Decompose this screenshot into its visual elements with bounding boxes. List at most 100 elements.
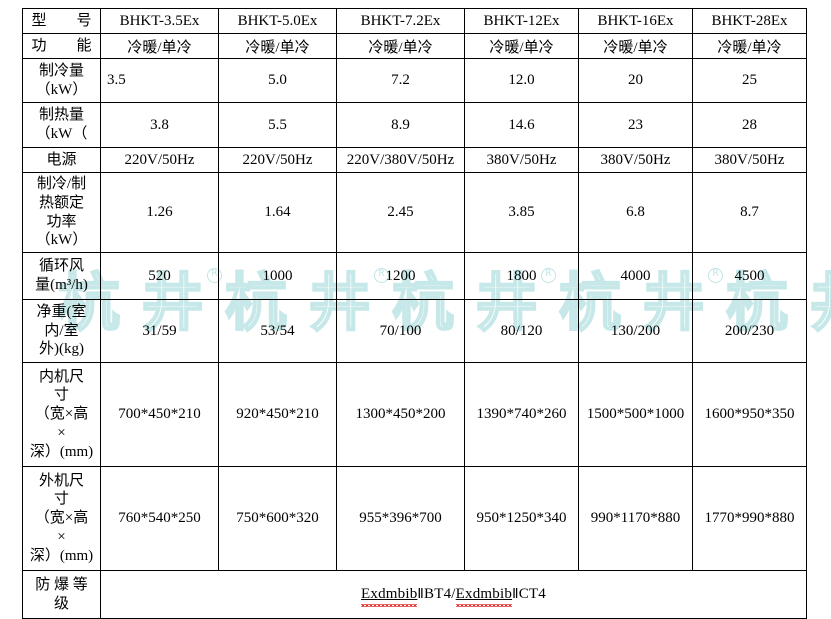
row-label-power-supply: 电源: [22, 147, 101, 173]
cell-function-6: 冷暖/单冷: [692, 33, 807, 59]
row-label-line: 防 爆 等: [35, 576, 88, 593]
row-label-line: ×: [57, 528, 66, 545]
cell-power-supply-2: 220V/50Hz: [218, 147, 337, 173]
cell-model-3: BHKT-7.2Ex: [336, 8, 465, 34]
cell-heating-capacity-2: 5.5: [218, 102, 337, 148]
cell-heating-capacity-3: 8.9: [336, 102, 465, 148]
cell-power-supply-4: 380V/50Hz: [464, 147, 579, 173]
cell-air-flow-4: 1800: [464, 252, 579, 300]
row-label-line: 功 能: [31, 37, 92, 54]
row-label-line: 深）(mm): [29, 443, 94, 460]
cell-function-1: 冷暖/单冷: [100, 33, 219, 59]
row-label-line: 级: [53, 595, 69, 612]
ex-marking-part-2: Exdmbib: [455, 586, 513, 607]
cell-cooling-capacity-4: 12.0: [464, 58, 579, 103]
row-label-line: 内/室: [44, 322, 79, 339]
row-label-line: 外)(kg): [39, 341, 84, 358]
cell-rated-power-1: 1.26: [100, 172, 219, 253]
row-label-indoor-dimensions: 内机尺 寸 （宽×高 × 深）(mm): [22, 362, 101, 467]
table-row-indoor-dimensions: 内机尺 寸 （宽×高 × 深）(mm) 700*450*210 920*450*…: [22, 362, 807, 467]
cell-net-weight-5: 130/200: [578, 299, 693, 363]
cell-cooling-capacity-3: 7.2: [336, 58, 465, 103]
row-label-line: 型 号: [31, 12, 92, 29]
cell-outdoor-dimensions-3: 955*396*700: [336, 466, 465, 571]
row-label-cooling-capacity: 制冷量 （kW）: [22, 58, 101, 103]
cell-function-5: 冷暖/单冷: [578, 33, 693, 59]
ex-marking-roman-2: Ⅱ: [512, 587, 519, 602]
row-label-line: 外机尺: [38, 472, 84, 489]
cell-heating-capacity-5: 23: [578, 102, 693, 148]
row-label-line: （kW（: [35, 126, 88, 142]
cell-model-4: BHKT-12Ex: [464, 8, 579, 34]
cell-rated-power-3: 2.45: [336, 172, 465, 253]
ex-marking-mid-2: CT4: [518, 586, 546, 602]
table-row-power-supply: 电源 220V/50Hz 220V/50Hz 220V/380V/50Hz 38…: [22, 147, 807, 173]
cell-function-2: 冷暖/单冷: [218, 33, 337, 59]
cell-indoor-dimensions-4: 1390*740*260: [464, 362, 579, 467]
cell-indoor-dimensions-2: 920*450*210: [218, 362, 337, 467]
table-row-air-flow: 循环风 量(m³/h) 520 1000 1200 1800 4000 4500: [22, 252, 807, 300]
cell-explosion-proof-grade-merged: ExdmbibⅡBT4/ExdmbibⅡCT4: [100, 570, 807, 619]
cell-function-4: 冷暖/单冷: [464, 33, 579, 59]
table-row-heating-capacity: 制热量 （kW（ 3.8 5.5 8.9 14.6 23 28: [22, 102, 807, 148]
row-label-line: 寸: [53, 491, 69, 508]
specification-table-container: 型 号 BHKT-3.5Ex BHKT-5.0Ex BHKT-7.2Ex BHK…: [22, 8, 807, 619]
table-row-rated-power: 制冷/制 热额定 功率 （kW） 1.26 1.64 2.45 3.85 6.8…: [22, 172, 807, 253]
ex-marking-part-1: Exdmbib: [361, 586, 418, 607]
row-label-line: 电源: [46, 151, 77, 168]
cell-indoor-dimensions-6: 1600*950*350: [692, 362, 807, 467]
row-label-explosion-proof-grade: 防 爆 等 级: [22, 570, 101, 619]
cell-indoor-dimensions-1: 700*450*210: [100, 362, 219, 467]
cell-cooling-capacity-2: 5.0: [218, 58, 337, 103]
cell-power-supply-3: 220V/380V/50Hz: [336, 147, 465, 173]
row-label-outdoor-dimensions: 外机尺 寸 （宽×高 × 深）(mm): [22, 466, 101, 571]
cell-power-supply-6: 380V/50Hz: [692, 147, 807, 173]
specification-table: 型 号 BHKT-3.5Ex BHKT-5.0Ex BHKT-7.2Ex BHK…: [22, 8, 807, 619]
cell-heating-capacity-4: 14.6: [464, 102, 579, 148]
cell-air-flow-5: 4000: [578, 252, 693, 300]
cell-net-weight-6: 200/230: [692, 299, 807, 363]
ex-marking-mid-1: BT4/: [424, 586, 456, 602]
cell-outdoor-dimensions-4: 950*1250*340: [464, 466, 579, 571]
cell-model-2: BHKT-5.0Ex: [218, 8, 337, 34]
cell-rated-power-6: 8.7: [692, 172, 807, 253]
row-label-line: 循环风: [38, 258, 84, 275]
row-label-line: 功率: [46, 213, 77, 230]
cell-rated-power-4: 3.85: [464, 172, 579, 253]
row-label-line: 制冷量: [38, 62, 84, 79]
table-row-function: 功 能 冷暖/单冷 冷暖/单冷 冷暖/单冷 冷暖/单冷 冷暖/单冷 冷暖/单冷: [22, 33, 807, 59]
row-label-line: 制热量: [38, 107, 84, 124]
row-label-line: （宽×高: [34, 406, 89, 423]
table-row-net-weight: 净重(室 内/室 外)(kg) 31/59 53/54 70/100 80/12…: [22, 299, 807, 363]
cell-air-flow-3: 1200: [336, 252, 465, 300]
cell-indoor-dimensions-3: 1300*450*200: [336, 362, 465, 467]
cell-power-supply-5: 380V/50Hz: [578, 147, 693, 173]
row-label-line: （宽×高: [34, 510, 89, 527]
row-label-line: 制冷/制: [36, 176, 87, 192]
cell-air-flow-1: 520: [100, 252, 219, 300]
cell-indoor-dimensions-5: 1500*500*1000: [578, 362, 693, 467]
cell-net-weight-2: 53/54: [218, 299, 337, 363]
row-label-line: ×: [57, 424, 66, 441]
row-label-air-flow: 循环风 量(m³/h): [22, 252, 101, 300]
cell-heating-capacity-6: 28: [692, 102, 807, 148]
row-label-line: （kW）: [35, 232, 88, 249]
cell-air-flow-2: 1000: [218, 252, 337, 300]
table-row-model: 型 号 BHKT-3.5Ex BHKT-5.0Ex BHKT-7.2Ex BHK…: [22, 8, 807, 34]
cell-outdoor-dimensions-6: 1770*990*880: [692, 466, 807, 571]
cell-net-weight-1: 31/59: [100, 299, 219, 363]
cell-model-5: BHKT-16Ex: [578, 8, 693, 34]
table-row-explosion-proof-grade: 防 爆 等 级 ExdmbibⅡBT4/ExdmbibⅡCT4: [22, 570, 807, 619]
cell-air-flow-6: 4500: [692, 252, 807, 300]
row-label-line: 寸: [53, 387, 69, 404]
cell-rated-power-5: 6.8: [578, 172, 693, 253]
row-label-line: 量(m³/h): [35, 277, 88, 293]
cell-rated-power-2: 1.64: [218, 172, 337, 253]
cell-cooling-capacity-5: 20: [578, 58, 693, 103]
table-row-outdoor-dimensions: 外机尺 寸 （宽×高 × 深）(mm) 760*540*250 750*600*…: [22, 466, 807, 571]
cell-model-1: BHKT-3.5Ex: [100, 8, 219, 34]
cell-function-3: 冷暖/单冷: [336, 33, 465, 59]
cell-outdoor-dimensions-2: 750*600*320: [218, 466, 337, 571]
row-label-rated-power: 制冷/制 热额定 功率 （kW）: [22, 172, 101, 253]
cell-outdoor-dimensions-1: 760*540*250: [100, 466, 219, 571]
